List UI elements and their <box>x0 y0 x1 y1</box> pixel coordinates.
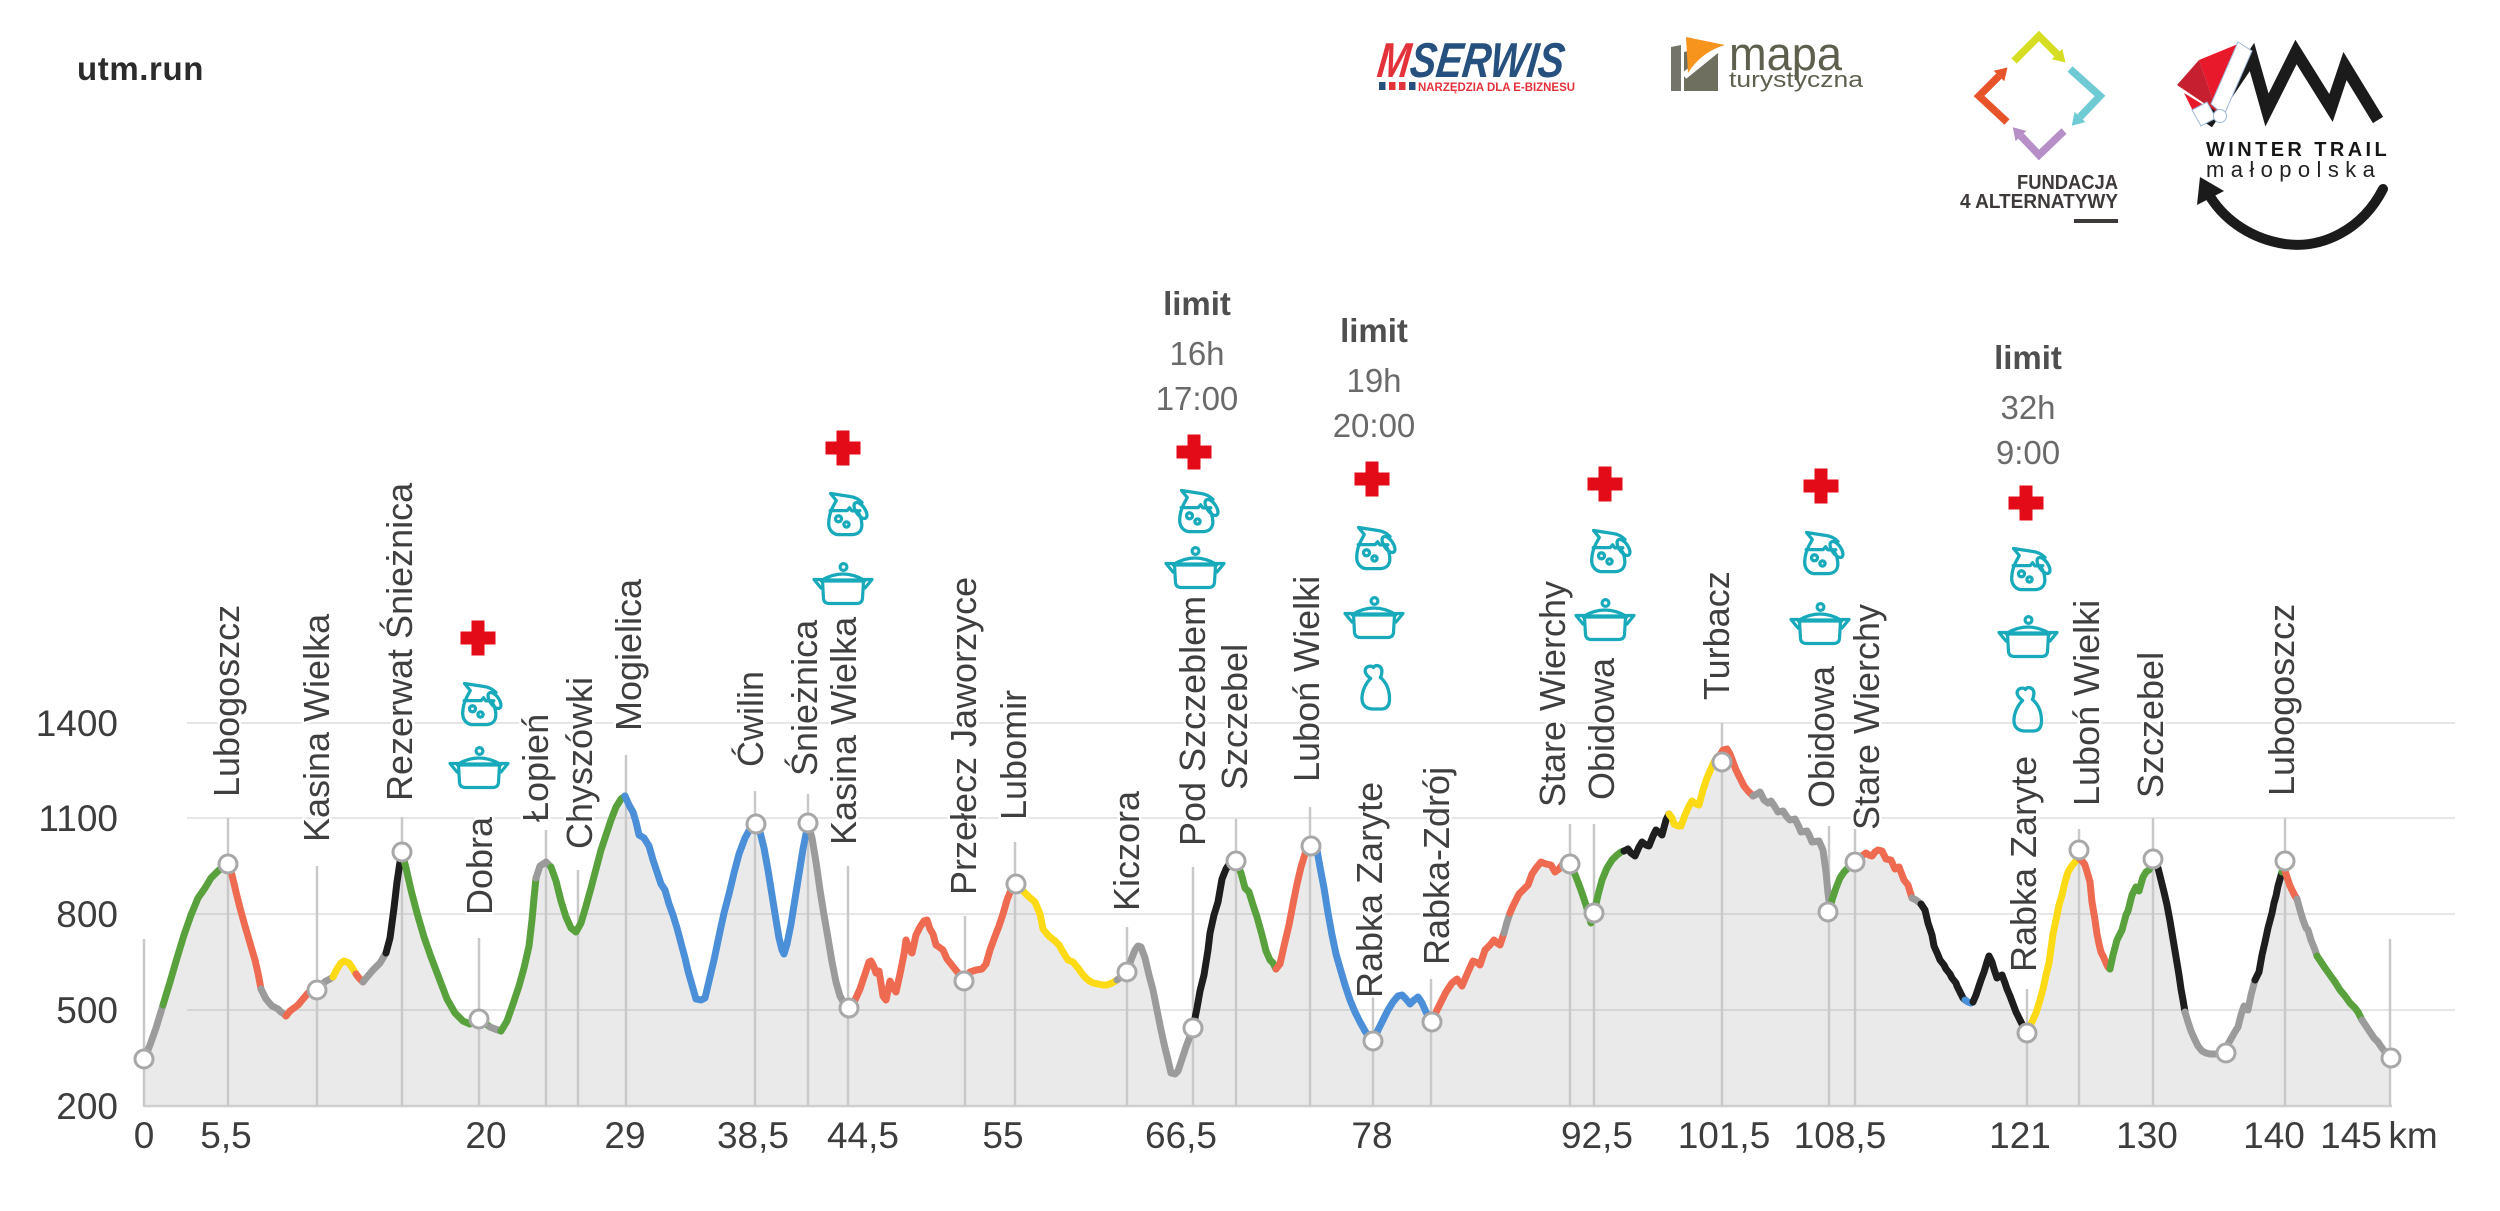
svg-text:mapa: mapa <box>1729 27 1843 80</box>
svg-text:Przełecz Jaworzyce: Przełecz Jaworzyce <box>943 577 984 895</box>
svg-text:km: km <box>2388 1115 2437 1156</box>
svg-text:FUNDACJA: FUNDACJA <box>2017 172 2118 194</box>
svg-text:78: 78 <box>1351 1115 1392 1156</box>
svg-text:Luboń Wielki: Luboń Wielki <box>1286 576 1327 782</box>
svg-text:WINTER TRAIL: WINTER TRAIL <box>2206 139 2390 161</box>
svg-text:NARZĘDZIA DLA E-BIZNESU: NARZĘDZIA DLA E-BIZNESU <box>1418 82 1575 94</box>
svg-text:4 ALTERNATYWY: 4 ALTERNATYWY <box>1960 191 2119 213</box>
svg-text:17:00: 17:00 <box>1156 380 1239 417</box>
svg-text:55: 55 <box>982 1115 1023 1156</box>
svg-text:Pod Szczeblem: Pod Szczeblem <box>1172 596 1213 846</box>
svg-text:200: 200 <box>56 1086 118 1127</box>
svg-text:5,5: 5,5 <box>200 1115 251 1156</box>
svg-text:limit: limit <box>1163 285 1231 322</box>
svg-text:Stare Wierchy: Stare Wierchy <box>1846 604 1887 830</box>
svg-text:Stare Wierchy: Stare Wierchy <box>1532 581 1573 807</box>
svg-text:Lubomir: Lubomir <box>993 690 1034 820</box>
svg-text:MSERWIS: MSERWIS <box>1375 34 1568 88</box>
svg-text:Rabka Zaryte: Rabka Zaryte <box>1349 782 1390 998</box>
svg-text:20:00: 20:00 <box>1333 407 1416 444</box>
svg-text:0: 0 <box>134 1115 155 1156</box>
svg-text:16h: 16h <box>1169 335 1224 372</box>
svg-text:38,5: 38,5 <box>717 1115 789 1156</box>
svg-text:limit: limit <box>1994 339 2062 376</box>
svg-text:29: 29 <box>604 1115 645 1156</box>
svg-text:108,5: 108,5 <box>1794 1115 1887 1156</box>
svg-text:Turbacz: Turbacz <box>1696 571 1737 700</box>
svg-text:turystyczna: turystyczna <box>1729 67 1864 92</box>
svg-text:Obidowa: Obidowa <box>1801 665 1842 808</box>
svg-text:limit: limit <box>1340 312 1408 349</box>
svg-text:1400: 1400 <box>36 703 118 744</box>
svg-text:Szczebel: Szczebel <box>1214 644 1255 790</box>
svg-text:66,5: 66,5 <box>1145 1115 1217 1156</box>
svg-text:800: 800 <box>56 894 118 935</box>
svg-text:145: 145 <box>2320 1115 2382 1156</box>
svg-text:Rabka Zaryte: Rabka Zaryte <box>2003 756 2044 972</box>
svg-text:130: 130 <box>2116 1115 2178 1156</box>
svg-text:Szczebel: Szczebel <box>2130 652 2171 798</box>
svg-text:Rezerwat Śnieżnica: Rezerwat Śnieżnica <box>378 482 420 801</box>
svg-text:Lubogoszcz: Lubogoszcz <box>2261 604 2302 796</box>
svg-text:Kasina Wielka: Kasina Wielka <box>823 616 864 845</box>
svg-text:Śnieżnica: Śnieżnica <box>783 619 825 776</box>
svg-text:Rabka-Zdrój: Rabka-Zdrój <box>1416 767 1457 965</box>
svg-text:1100: 1100 <box>38 798 118 839</box>
svg-text:Lubogoszcz: Lubogoszcz <box>206 605 247 797</box>
svg-text:małopolska: małopolska <box>2206 157 2381 182</box>
svg-text:Łopień: Łopień <box>515 714 556 822</box>
svg-text:140: 140 <box>2243 1115 2305 1156</box>
svg-text:utm.run: utm.run <box>77 50 204 87</box>
svg-text:500: 500 <box>56 990 118 1031</box>
svg-text:Ćwilin: Ćwilin <box>730 671 771 767</box>
svg-text:44,5: 44,5 <box>827 1115 899 1156</box>
svg-text:121: 121 <box>1989 1115 2051 1156</box>
svg-text:20: 20 <box>465 1115 506 1156</box>
svg-text:Chyszówki: Chyszówki <box>559 677 600 849</box>
svg-text:92,5: 92,5 <box>1561 1115 1633 1156</box>
svg-text:Luboń Wielki: Luboń Wielki <box>2066 600 2107 806</box>
svg-text:Dobra: Dobra <box>459 816 500 915</box>
svg-text:Mogielica: Mogielica <box>608 578 649 731</box>
svg-text:19h: 19h <box>1346 362 1401 399</box>
svg-text:Obidowa: Obidowa <box>1581 657 1622 800</box>
svg-text:101,5: 101,5 <box>1678 1115 1771 1156</box>
svg-text:Kiczora: Kiczora <box>1106 790 1147 911</box>
svg-text:Kasina Wielka: Kasina Wielka <box>296 613 337 842</box>
svg-text:32h: 32h <box>2000 389 2055 426</box>
svg-text:9:00: 9:00 <box>1996 434 2060 471</box>
